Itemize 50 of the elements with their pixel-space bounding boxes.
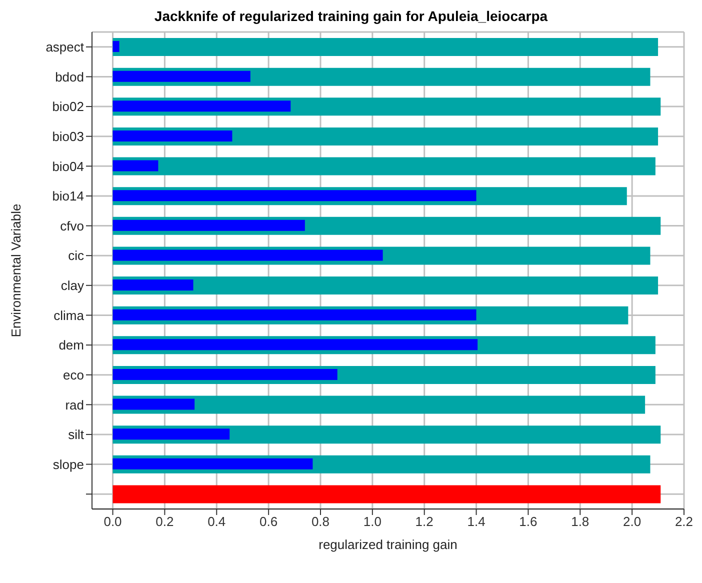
bar bbox=[112, 280, 194, 290]
x-tick-label: 1.6 bbox=[519, 514, 538, 530]
y-tick-label: bio02 bbox=[52, 99, 84, 114]
bar bbox=[112, 458, 313, 470]
chart-title: Jackknife of regularized training gain for Apuleia_leiocarpa bbox=[153, 8, 549, 26]
y-tick-label: bio03 bbox=[52, 128, 84, 144]
x-tick-label: 0.8 bbox=[311, 514, 330, 530]
y-tick-label: clima bbox=[54, 308, 85, 323]
y-tick-label: bdod bbox=[55, 69, 84, 84]
y-tick-label: bio04 bbox=[52, 158, 84, 174]
y-tick-label: bio14 bbox=[52, 188, 84, 204]
bar bbox=[112, 190, 476, 202]
x-tick-label: 0.2 bbox=[156, 514, 174, 530]
y-tick-label: cfvo bbox=[60, 218, 84, 234]
x-tick-label: 2.2 bbox=[674, 514, 694, 530]
bar bbox=[112, 38, 658, 56]
x-tick-label: 1.8 bbox=[571, 514, 590, 530]
bar bbox=[112, 160, 158, 172]
x-tick-label: 1.0 bbox=[363, 514, 382, 530]
bar bbox=[112, 220, 305, 231]
y-tick-label: clay bbox=[60, 278, 84, 294]
y-axis-title: Environmental Variable bbox=[8, 204, 24, 338]
x-tick-label: 1.2 bbox=[415, 514, 434, 530]
y-tick-label: dem bbox=[58, 338, 84, 353]
bar bbox=[112, 396, 646, 414]
bar bbox=[112, 276, 658, 294]
bar bbox=[112, 485, 661, 504]
bar bbox=[112, 157, 656, 176]
bar bbox=[112, 250, 383, 261]
bar bbox=[112, 100, 291, 112]
x-tick-label: 2.0 bbox=[623, 514, 642, 530]
x-tick-label: 0.6 bbox=[260, 514, 278, 530]
y-tick-label: slope bbox=[52, 456, 84, 472]
bar bbox=[112, 428, 230, 440]
bar bbox=[112, 309, 476, 320]
x-tick-label: 0.0 bbox=[104, 514, 122, 530]
y-tick-label: cic bbox=[68, 248, 84, 264]
x-tick-label: 0.4 bbox=[208, 514, 226, 530]
y-tick-label: silt bbox=[68, 427, 84, 442]
bar bbox=[112, 398, 195, 410]
y-tick-label: eco bbox=[63, 367, 84, 382]
bar bbox=[112, 130, 232, 142]
bar bbox=[112, 70, 250, 82]
bar bbox=[112, 41, 120, 52]
y-tick-label: aspect bbox=[46, 40, 84, 55]
x-tick-label: 1.4 bbox=[467, 514, 486, 530]
y-tick-label: rad bbox=[65, 397, 84, 412]
x-axis-title: regularized training gain bbox=[318, 537, 458, 552]
bar bbox=[112, 368, 338, 380]
bar bbox=[112, 339, 478, 350]
